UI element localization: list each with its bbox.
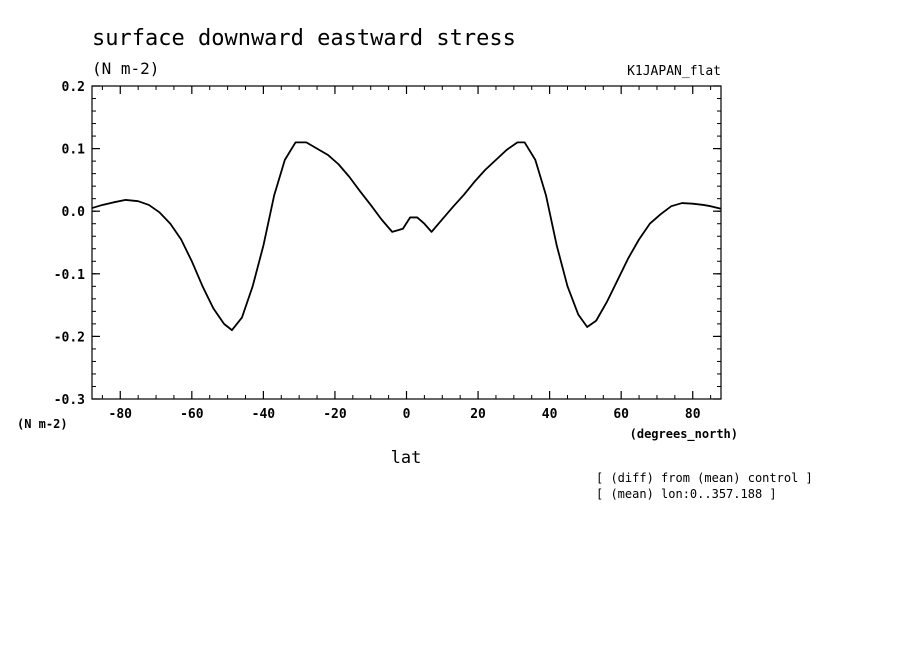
data-point bbox=[223, 323, 224, 324]
data-point bbox=[327, 154, 328, 155]
data-point bbox=[424, 223, 425, 224]
x-tick-label: 20 bbox=[470, 407, 486, 422]
series-points bbox=[91, 142, 721, 331]
x-tick-label: -60 bbox=[180, 407, 204, 422]
series-line bbox=[91, 141, 722, 332]
data-point bbox=[671, 206, 672, 207]
data-point bbox=[681, 202, 682, 203]
data-point bbox=[474, 181, 475, 182]
data-point bbox=[578, 314, 579, 315]
data-point bbox=[567, 286, 568, 287]
data-point bbox=[703, 204, 704, 205]
minor-ticks bbox=[92, 85, 721, 400]
data-point bbox=[359, 191, 360, 192]
x-tick-label: -20 bbox=[323, 407, 347, 422]
data-point bbox=[660, 214, 661, 215]
data-point bbox=[284, 159, 285, 160]
data-point bbox=[485, 169, 486, 170]
data-point bbox=[617, 279, 618, 280]
x-tick-labels: -80 -60 -40 -20 0 20 40 60 80 bbox=[109, 407, 701, 422]
data-point bbox=[306, 142, 307, 143]
data-point bbox=[159, 212, 160, 213]
data-point bbox=[417, 217, 418, 218]
data-point bbox=[295, 142, 296, 143]
data-point bbox=[274, 195, 275, 196]
chart-title: surface downward eastward stress bbox=[92, 26, 516, 51]
data-point bbox=[463, 194, 464, 195]
y-tick-label: -0.3 bbox=[54, 393, 85, 408]
data-point bbox=[402, 228, 403, 229]
x-tick-label: 80 bbox=[685, 407, 701, 422]
data-point bbox=[263, 245, 264, 246]
x-tick-label: 40 bbox=[542, 407, 558, 422]
data-point bbox=[638, 239, 639, 240]
data-point bbox=[587, 326, 588, 327]
data-point bbox=[338, 164, 339, 165]
x-tick-label: -80 bbox=[109, 407, 133, 422]
data-point bbox=[138, 201, 139, 202]
plot-frame bbox=[91, 85, 722, 400]
y-tick-label: -0.2 bbox=[54, 330, 85, 345]
data-point bbox=[231, 330, 232, 331]
data-point bbox=[524, 142, 525, 143]
data-point bbox=[409, 217, 410, 218]
x-axis-label: lat bbox=[391, 448, 422, 468]
data-point bbox=[102, 204, 103, 205]
note-diff: [ (diff) from (mean) control ] bbox=[596, 471, 813, 485]
data-point bbox=[349, 176, 350, 177]
data-point bbox=[535, 159, 536, 160]
data-point bbox=[692, 203, 693, 204]
run-label: K1JAPAN_flat bbox=[627, 64, 721, 79]
data-point bbox=[191, 261, 192, 262]
y-axis-units: (N m-2) bbox=[17, 417, 68, 431]
data-point bbox=[596, 320, 597, 321]
data-point bbox=[370, 204, 371, 205]
data-point bbox=[556, 245, 557, 246]
data-point bbox=[606, 301, 607, 302]
y-tick-label: 0.0 bbox=[62, 205, 86, 220]
data-point bbox=[628, 258, 629, 259]
data-point bbox=[495, 159, 496, 160]
x-axis-units: (degrees_north) bbox=[630, 427, 738, 442]
data-point bbox=[442, 219, 443, 220]
data-point bbox=[381, 219, 382, 220]
data-point bbox=[113, 202, 114, 203]
x-tick-label: 60 bbox=[613, 407, 629, 422]
data-point bbox=[517, 142, 518, 143]
note-mean: [ (mean) lon:0..357.188 ] bbox=[596, 487, 777, 501]
data-point bbox=[252, 286, 253, 287]
major-ticks bbox=[92, 85, 721, 400]
data-point bbox=[180, 239, 181, 240]
data-point bbox=[213, 308, 214, 309]
data-point bbox=[170, 223, 171, 224]
data-point bbox=[316, 148, 317, 149]
y-tick-label: 0.1 bbox=[62, 143, 86, 158]
x-tick-label: 0 bbox=[403, 407, 411, 422]
y-tick-label: -0.1 bbox=[54, 268, 85, 283]
data-point bbox=[720, 208, 721, 209]
chart-units: (N m-2) bbox=[92, 59, 159, 78]
data-point bbox=[148, 204, 149, 205]
data-point bbox=[125, 199, 126, 200]
data-point bbox=[710, 206, 711, 207]
y-tick-labels: 0.2 0.1 0.0 -0.1 -0.2 -0.3 bbox=[54, 80, 85, 408]
data-point bbox=[392, 231, 393, 232]
data-point bbox=[202, 286, 203, 287]
data-point bbox=[649, 223, 650, 224]
y-tick-label: 0.2 bbox=[62, 80, 85, 95]
data-point bbox=[431, 231, 432, 232]
x-tick-label: -40 bbox=[252, 407, 276, 422]
data-point bbox=[91, 207, 92, 208]
data-point bbox=[241, 317, 242, 318]
data-point bbox=[545, 195, 546, 196]
data-point bbox=[506, 149, 507, 150]
data-point bbox=[452, 206, 453, 207]
